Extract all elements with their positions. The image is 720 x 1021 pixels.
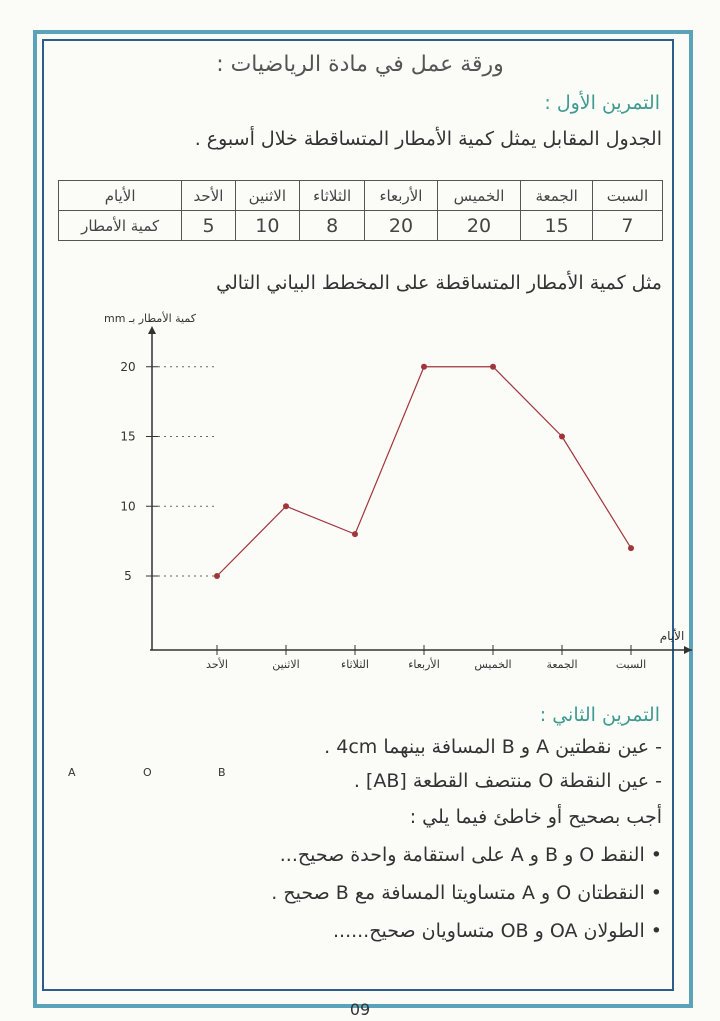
exercise2-heading: التمرين الثاني : (539, 704, 660, 726)
exercise1-heading: التمرين الأول : (544, 92, 660, 114)
page-number: 09 (349, 1000, 371, 1019)
table-cell: 5 (181, 210, 236, 241)
exercise2-line-3: أجب بصحيح أو خاطئ فيما يلي : (409, 806, 662, 828)
table-cell: 7 (591, 210, 664, 241)
exercise2-line-2: - عين النقطة O منتصف القطعة [AB] . (353, 770, 662, 792)
table-cell: الاثنين (234, 180, 301, 211)
table-cell: 15 (520, 210, 593, 241)
exercise2-line-4: • النقط O و B و A على استقامة واحدة صحيح… (279, 844, 662, 866)
table-cell: الجمعة (520, 180, 593, 211)
page-border-inner (42, 39, 674, 991)
table-cell: 20 (436, 210, 522, 241)
exercise2-line-5: • النقطتان O و A متساويتا المسافة مع B ص… (271, 882, 662, 904)
point-b-label: B (218, 766, 226, 779)
point-o-label: O (143, 766, 152, 779)
page-border-outer (33, 30, 693, 1008)
exercise2-line-1: - عين نقطتين A و B المسافة بينهما 4cm . (324, 736, 662, 758)
table-cell: الثلاثاء (298, 180, 366, 211)
table-cell: الأربعاء (364, 180, 438, 211)
table-cell: السبت (591, 180, 664, 211)
table-row-header: كمية الأمطار (57, 210, 183, 241)
exercise2-line-6: • الطولان OA و OB متساويان صحيح...... (332, 920, 662, 942)
table-cell: 10 (234, 210, 301, 241)
table-cell: الخميس (436, 180, 522, 211)
exercise1-instruction: مثل كمية الأمطار المتساقطة على المخطط ال… (216, 272, 662, 294)
table-row-days: السبت الجمعة الخميس الأربعاء الثلاثاء ال… (57, 180, 664, 211)
table-row-header: الأيام (57, 180, 183, 211)
worksheet-title: ورقة عمل في مادة الرياضيات : (216, 52, 504, 77)
rainfall-table: السبت الجمعة الخميس الأربعاء الثلاثاء ال… (57, 180, 664, 241)
table-cell: 20 (364, 210, 438, 241)
table-cell: 8 (298, 210, 366, 241)
exercise1-statement: الجدول المقابل يمثل كمية الأمطار المتساق… (194, 128, 662, 150)
table-cell: الأحد (181, 180, 236, 211)
table-row-values: 7 15 20 20 8 10 5 كمية الأمطار (57, 210, 664, 241)
point-a-label: A (68, 766, 76, 779)
